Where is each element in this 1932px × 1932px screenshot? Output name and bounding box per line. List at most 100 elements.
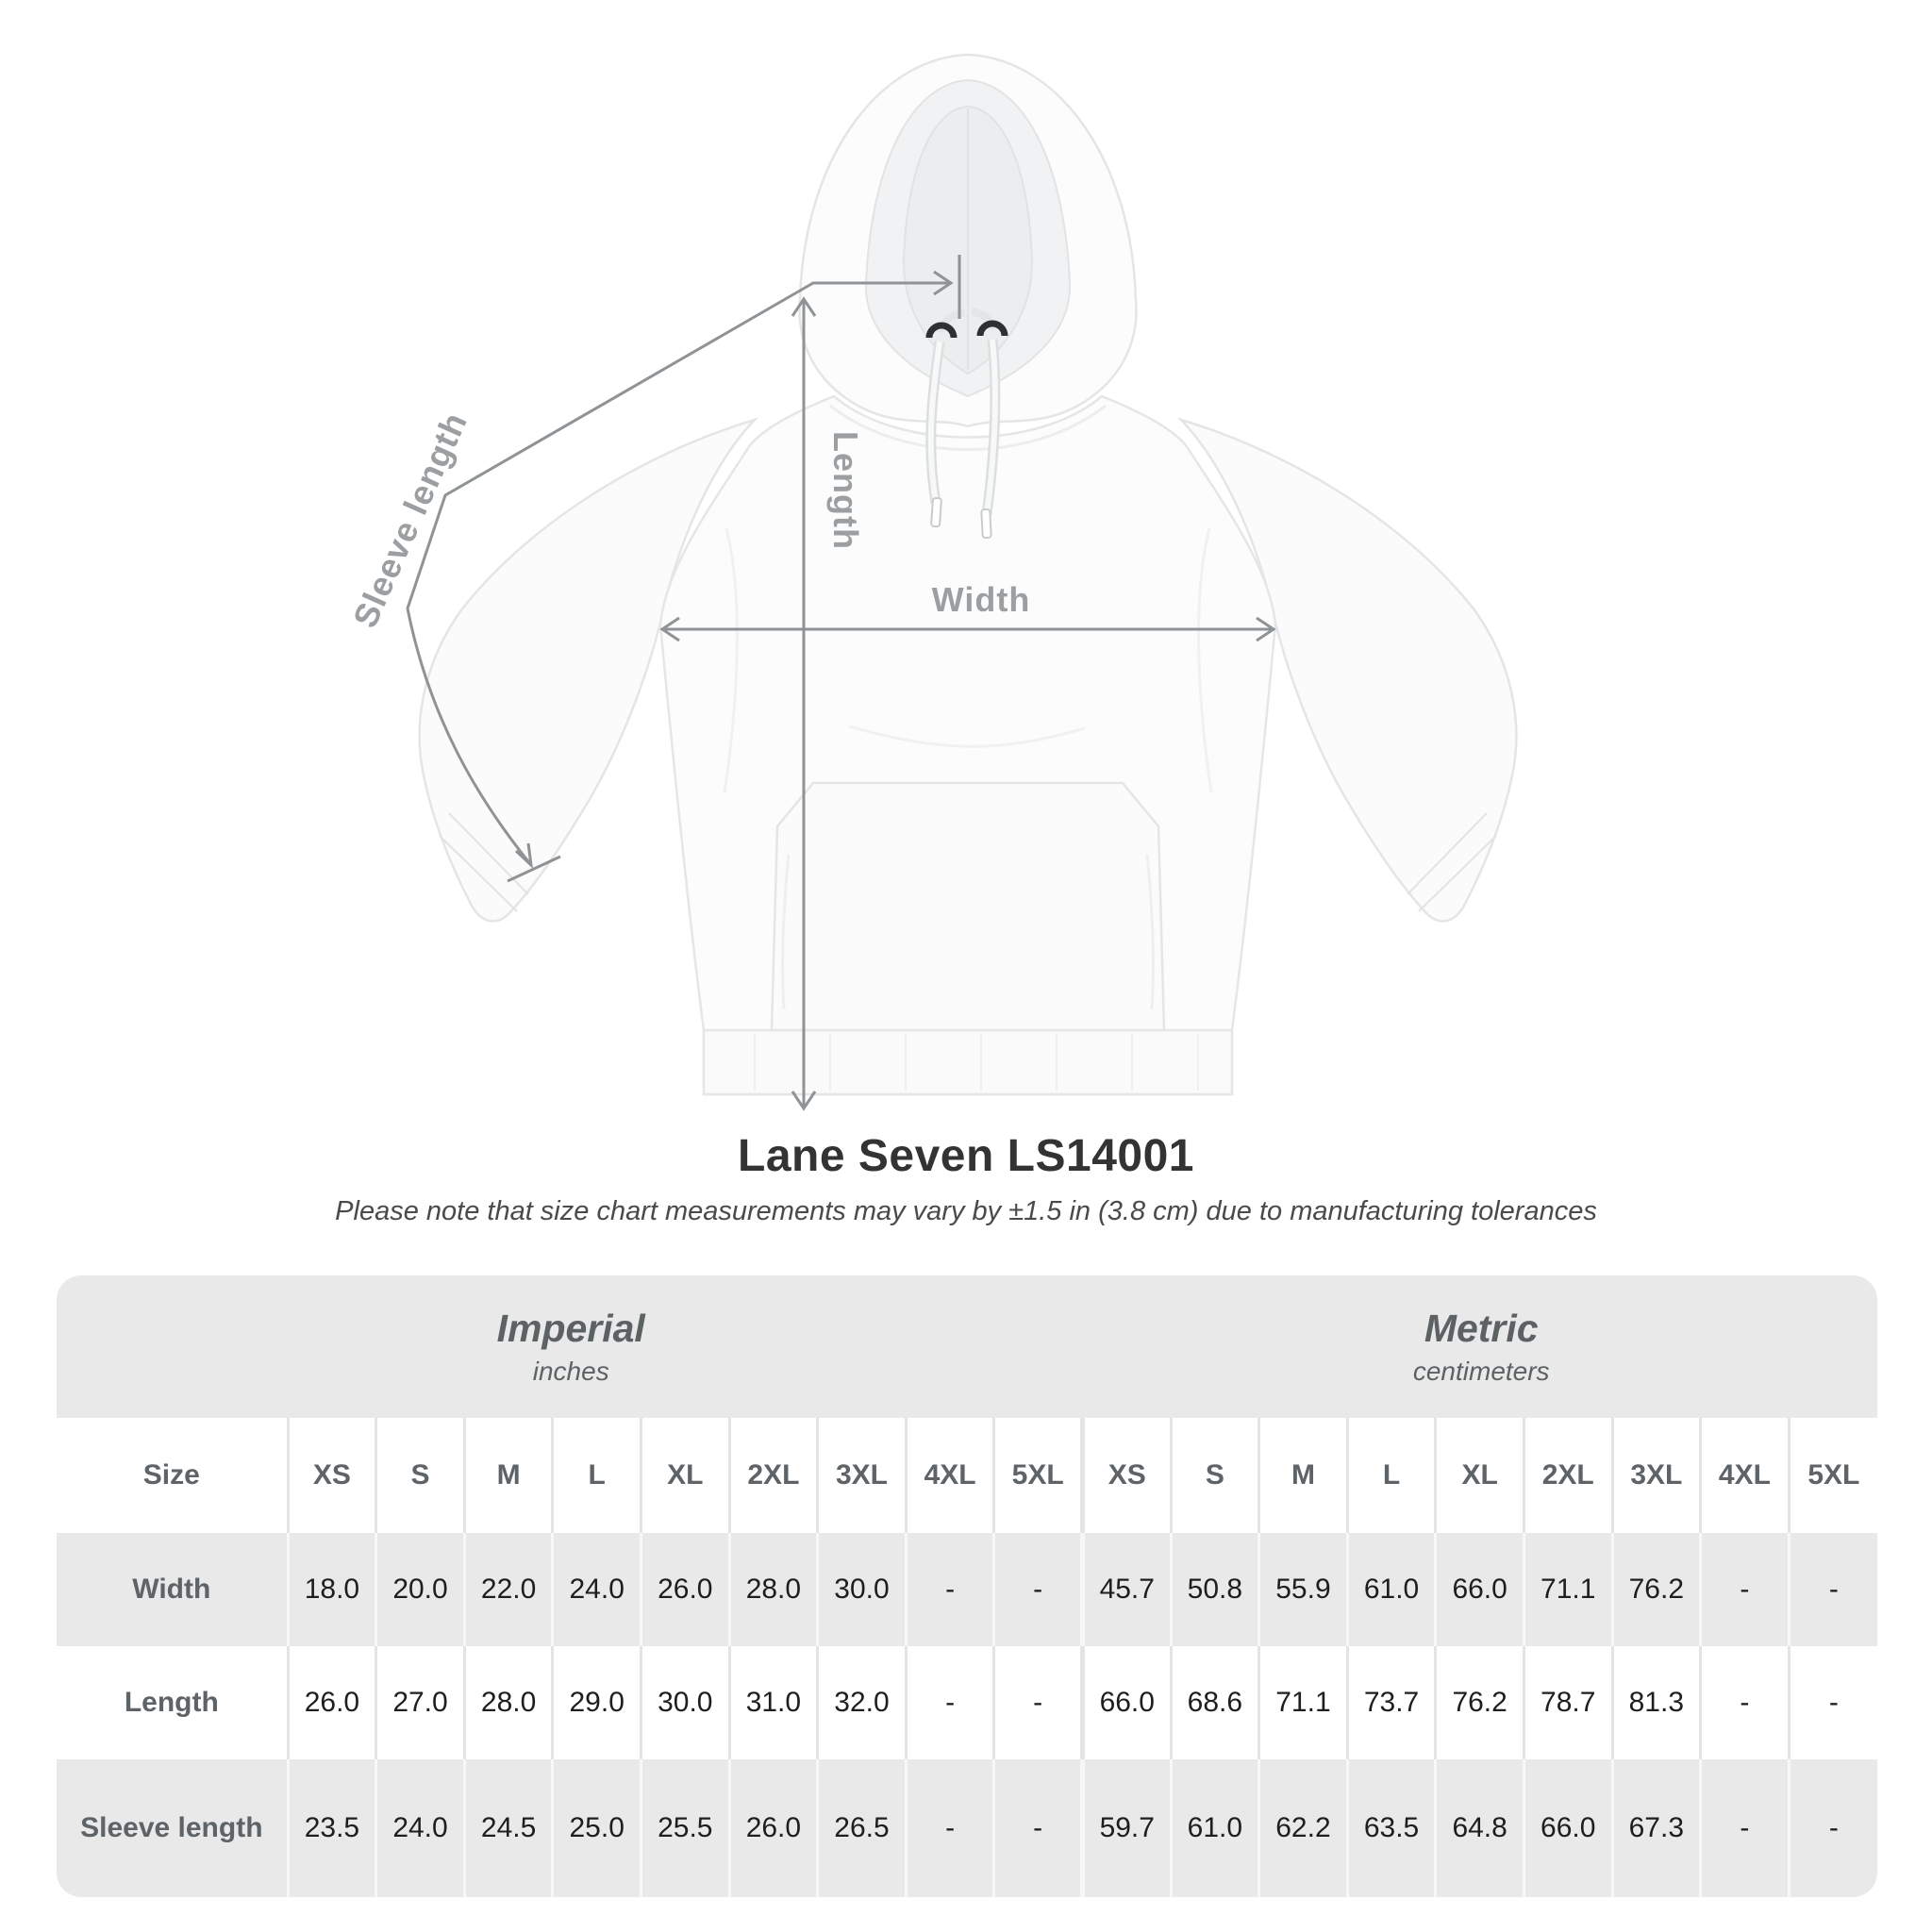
imperial-cell-xl: 30.0 [640,1646,730,1759]
imperial-cell-l: 25.0 [551,1759,641,1897]
size-header-row: Size XS S M L XL 2XL 3XL 4XL 5XL XS S M L XL 2XL 3XL 4XL 5… [57,1418,1877,1533]
metric-cell-l: 73.7 [1345,1646,1436,1759]
imperial-cell-xl: 25.5 [640,1759,730,1897]
size-header-imperial-3xl: 3XL [816,1418,907,1533]
metric-cell-l: 63.5 [1345,1759,1436,1897]
metric-cell-2xl: 78.7 [1522,1646,1613,1759]
unit-group-metric: Metric centimeters [1085,1275,1877,1418]
row-label: Sleeve length [80,1812,263,1843]
metric-cell-5xl: - [1787,1533,1877,1646]
chest-seam [829,404,1107,451]
measurement-row-length: Length 26.0 27.0 28.0 29.0 30.0 31.0 32.0- -66.0… [57,1646,1877,1759]
metric-heading: Metric [1424,1307,1539,1350]
size-column-header: Size [142,1459,200,1491]
hem-band [702,1028,1234,1096]
aglet-right [980,508,992,540]
metric-cell-xs: 59.7 [1079,1759,1172,1897]
metric-cell-5xl: - [1787,1759,1877,1897]
imperial-cell-4xl: - [904,1646,994,1759]
unit-band: Imperial inches Metric centimeters [57,1275,1877,1418]
body-wrinkles [723,527,1213,793]
metric-cell-m: 62.2 [1257,1759,1348,1897]
imperial-cell-l: 24.0 [551,1533,641,1646]
imperial-cell-5xl: - [992,1533,1083,1646]
metric-cell-4xl: - [1699,1533,1790,1646]
measurement-row-sleeve-length: Sleeve length 23.5 24.0 24.5 25.0 25.5 26.0 26.… [57,1759,1877,1897]
width-right-arrow-icon [1256,616,1276,642]
imperial-cell-5xl: - [992,1646,1083,1759]
hem-ribs [754,1034,1199,1091]
imperial-unit: inches [532,1357,609,1386]
size-header-metric-xl: XL [1434,1418,1524,1533]
hoodie-illustration: Width Length Sleeve length [345,53,1518,1111]
imperial-cell-3xl: 26.5 [816,1759,907,1897]
sleeve-length-start-arrow-icon [933,270,954,296]
width-label: Width [932,580,1031,619]
page-title: Lane Seven LS14001 [738,1131,1194,1181]
metric-cell-3xl: 76.2 [1610,1533,1701,1646]
size-table: Size XS S M L XL 2XL 3XL 4XL 5XL XS S M L XL 2XL 3XL 4XL 5… [57,1418,1877,1897]
imperial-cell-s: 20.0 [375,1533,465,1646]
metric-cell-xs: 66.0 [1079,1646,1172,1759]
metric-cell-5xl: - [1787,1646,1877,1759]
metric-cell-3xl: 67.3 [1610,1759,1701,1897]
imperial-heading: Imperial [496,1307,645,1350]
eyelet-left-icon [925,322,958,339]
size-header-metric-l: L [1345,1418,1436,1533]
imperial-cell-3xl: 32.0 [816,1646,907,1759]
size-header-metric-4xl: 4XL [1699,1418,1790,1533]
drawstrings [925,308,1008,540]
size-header-metric-3xl: 3XL [1610,1418,1701,1533]
sleeve-length-end-arrow-icon [514,842,534,869]
metric-cell-m: 71.1 [1257,1646,1348,1759]
imperial-cell-xs: 23.5 [286,1759,376,1897]
metric-cell-4xl: - [1699,1646,1790,1759]
imperial-cell-m: 28.0 [462,1646,553,1759]
size-header-imperial-m: M [462,1418,553,1533]
imperial-cell-s: 24.0 [375,1759,465,1897]
size-table-body: Width 18.0 20.0 22.0 24.0 26.0 28.0 30.0- -45.7 5… [57,1533,1877,1897]
size-header-metric-5xl: 5XL [1787,1418,1877,1533]
imperial-cell-5xl: - [992,1759,1083,1897]
metric-cell-s: 68.6 [1169,1646,1259,1759]
size-chart-card: Imperial inches Metric centimeters Size X… [57,1275,1877,1897]
metric-cell-s: 50.8 [1169,1533,1259,1646]
unit-group-imperial: Imperial inches [57,1275,1085,1418]
aglet-left [930,496,942,528]
size-header-imperial-5xl: 5XL [992,1418,1083,1533]
metric-cell-xs: 45.7 [1079,1533,1172,1646]
size-header-imperial-2xl: 2XL [727,1418,818,1533]
imperial-cell-xs: 18.0 [286,1533,376,1646]
metric-cell-xl: 66.0 [1434,1533,1524,1646]
size-header-imperial-xs: XS [286,1418,376,1533]
imperial-cell-2xl: 26.0 [727,1759,818,1897]
size-header-metric-xs: XS [1079,1418,1172,1533]
imperial-cell-xl: 26.0 [640,1533,730,1646]
metric-cell-4xl: - [1699,1759,1790,1897]
metric-cell-m: 55.9 [1257,1533,1348,1646]
size-header-imperial-4xl: 4XL [904,1418,994,1533]
length-label: Length [826,431,865,550]
metric-cell-xl: 76.2 [1434,1646,1524,1759]
sleeve-length-line [406,281,951,866]
cuff-ribs [439,812,1497,912]
size-header-imperial-s: S [375,1418,465,1533]
metric-cell-l: 61.0 [1345,1533,1436,1646]
metric-cell-2xl: 66.0 [1522,1759,1613,1897]
metric-cell-3xl: 81.3 [1610,1646,1701,1759]
size-header-imperial-xl: XL [640,1418,730,1533]
metric-cell-2xl: 71.1 [1522,1533,1613,1646]
measurement-row-width: Width 18.0 20.0 22.0 24.0 26.0 28.0 30.0- -45.7 5… [57,1533,1877,1646]
length-top-arrow-icon [791,296,817,317]
sleeve-length-end-tick [507,855,561,883]
imperial-cell-2xl: 28.0 [727,1533,818,1646]
eyelet-right-icon [976,320,1008,337]
row-label: Width [132,1574,211,1605]
imperial-cell-m: 22.0 [462,1533,553,1646]
metric-cell-xl: 64.8 [1434,1759,1524,1897]
imperial-cell-4xl: - [904,1759,994,1897]
pocket-fold [781,854,1155,1010]
kangaroo-pocket [770,781,1166,1032]
metric-cell-s: 61.0 [1169,1759,1259,1897]
